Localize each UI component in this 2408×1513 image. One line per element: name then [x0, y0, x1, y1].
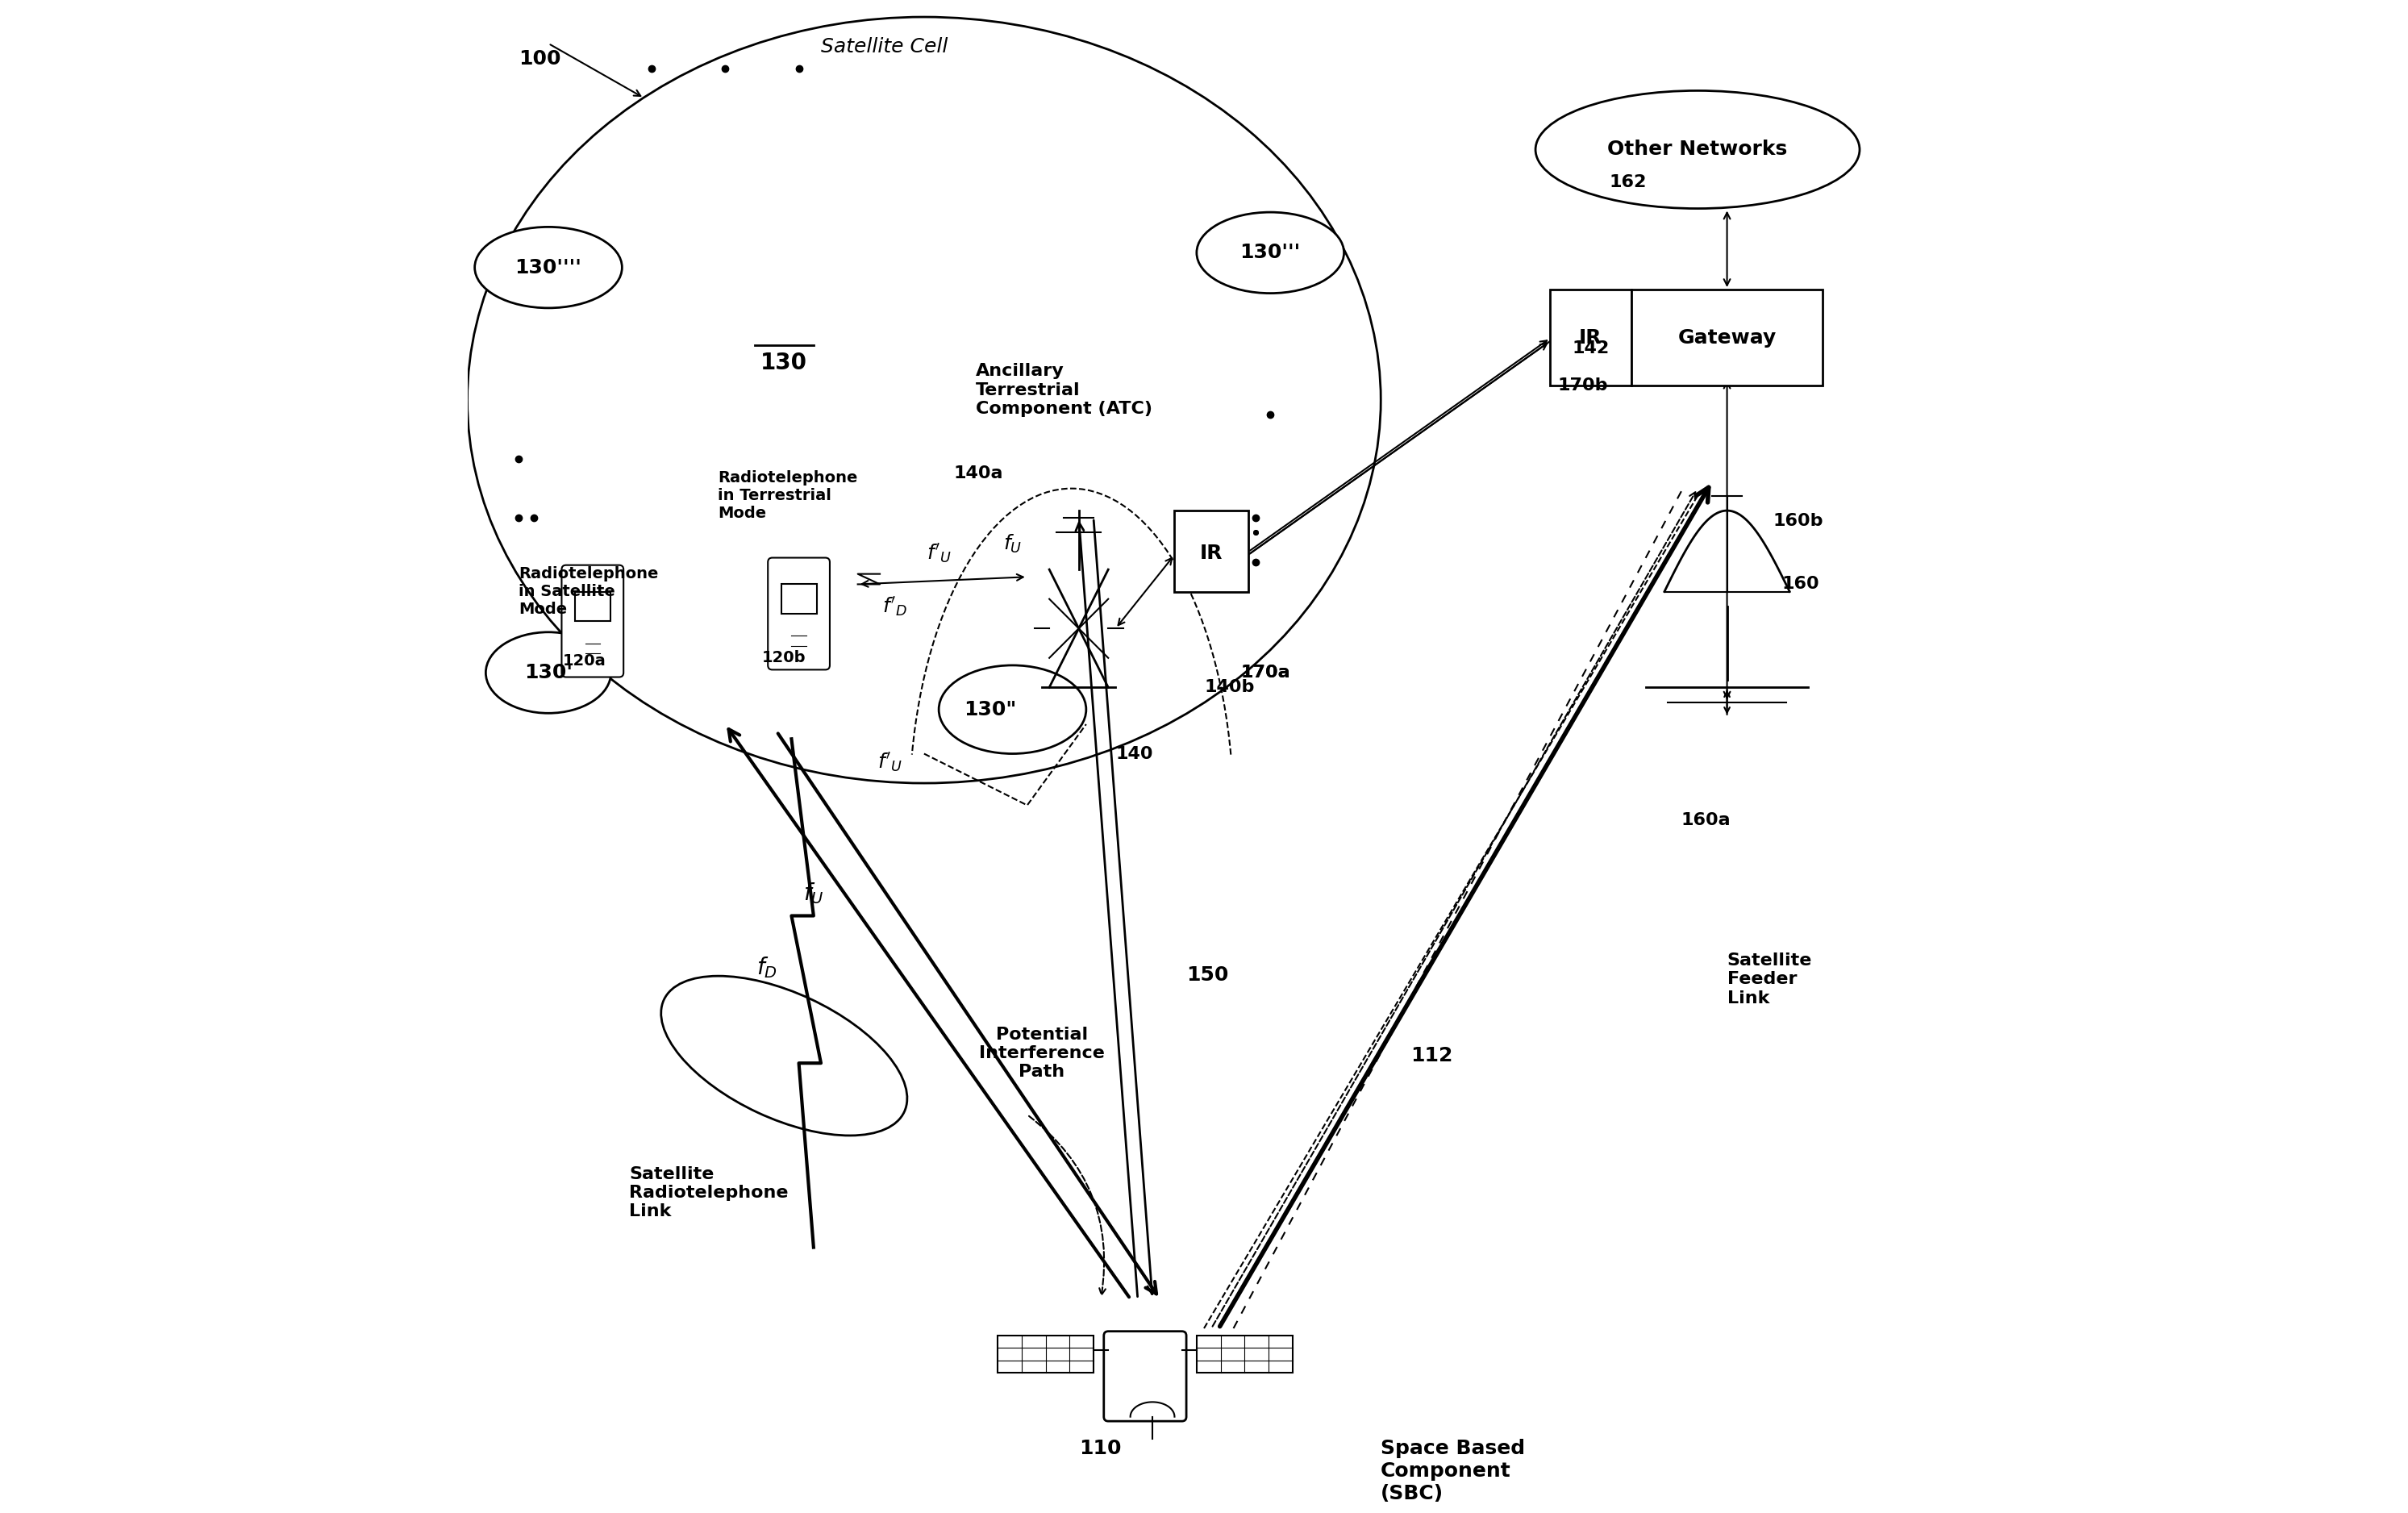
Text: $f_D$: $f_D$	[756, 955, 778, 980]
Text: Radiotelephone
in Terrestrial
Mode: Radiotelephone in Terrestrial Mode	[718, 471, 857, 522]
Text: 160b: 160b	[1772, 513, 1823, 530]
Text: 142: 142	[1572, 340, 1609, 357]
Text: Satellite Cell: Satellite Cell	[821, 36, 949, 56]
FancyBboxPatch shape	[561, 564, 624, 678]
Text: IR: IR	[1580, 328, 1601, 348]
Text: Other Networks: Other Networks	[1609, 139, 1787, 159]
Text: 170b: 170b	[1558, 377, 1609, 393]
Text: Radiotelephone
in Satellite
Mode: Radiotelephone in Satellite Mode	[518, 566, 660, 617]
Text: 140b: 140b	[1204, 679, 1255, 696]
Ellipse shape	[1197, 212, 1344, 294]
Text: 170a: 170a	[1240, 664, 1291, 681]
Text: 140: 140	[1115, 746, 1153, 761]
Text: 110: 110	[1079, 1439, 1122, 1459]
Ellipse shape	[939, 666, 1086, 753]
FancyBboxPatch shape	[768, 558, 831, 670]
FancyBboxPatch shape	[780, 584, 816, 614]
FancyBboxPatch shape	[997, 1336, 1093, 1372]
Text: 162: 162	[1609, 174, 1647, 191]
Ellipse shape	[474, 227, 621, 309]
Text: 140a: 140a	[954, 466, 1004, 481]
Text: 160a: 160a	[1681, 812, 1731, 828]
Text: 100: 100	[518, 50, 561, 68]
Text: Ancillary
Terrestrial
Component (ATC): Ancillary Terrestrial Component (ATC)	[975, 363, 1153, 416]
Text: 130": 130"	[963, 701, 1016, 719]
Text: 130: 130	[761, 353, 807, 375]
Text: Potential
Interference
Path: Potential Interference Path	[980, 1026, 1105, 1080]
Text: 120b: 120b	[761, 651, 807, 666]
Text: Space Based
Component
(SBC): Space Based Component (SBC)	[1380, 1439, 1524, 1502]
Text: 160: 160	[1782, 576, 1818, 592]
Text: $f_U$: $f_U$	[1004, 533, 1021, 555]
Text: 170a: 170a	[1240, 664, 1291, 681]
Text: 150: 150	[1187, 965, 1228, 985]
FancyBboxPatch shape	[1551, 289, 1630, 386]
Text: Satellite
Feeder
Link: Satellite Feeder Link	[1727, 953, 1811, 1006]
Ellipse shape	[486, 632, 612, 713]
FancyBboxPatch shape	[1630, 289, 1823, 386]
Text: $f_U$: $f_U$	[804, 881, 824, 906]
Text: 112: 112	[1411, 1045, 1452, 1065]
Text: $f'_U$: $f'_U$	[927, 542, 951, 564]
FancyBboxPatch shape	[1175, 510, 1247, 592]
Text: 130''': 130'''	[1240, 244, 1300, 262]
Ellipse shape	[1536, 91, 1859, 209]
Text: 120a: 120a	[563, 654, 607, 669]
FancyBboxPatch shape	[1103, 1331, 1187, 1421]
FancyBboxPatch shape	[576, 592, 609, 622]
FancyBboxPatch shape	[1197, 1336, 1293, 1372]
Text: Satellite
Radiotelephone
Link: Satellite Radiotelephone Link	[628, 1167, 790, 1219]
Text: $f'_D$: $f'_D$	[881, 596, 908, 619]
Text: Gateway: Gateway	[1678, 328, 1777, 348]
Text: 130': 130'	[525, 663, 573, 682]
Text: $f'_U$: $f'_U$	[877, 750, 903, 775]
Text: IR: IR	[1199, 543, 1223, 563]
Text: 130'''': 130''''	[515, 257, 583, 277]
